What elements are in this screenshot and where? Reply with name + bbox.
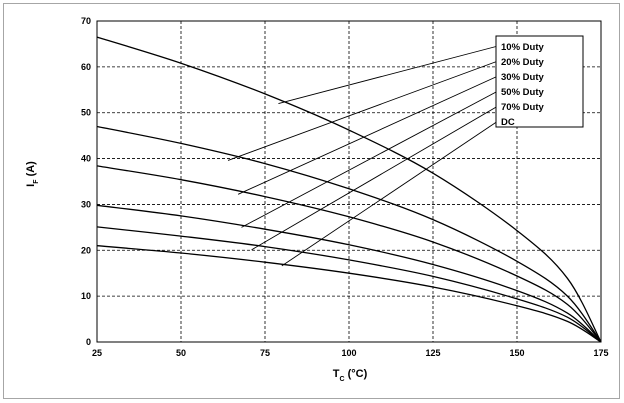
x-tick-label: 75 — [260, 348, 270, 358]
x-tick-label: 25 — [92, 348, 102, 358]
y-tick-label: 60 — [81, 62, 91, 72]
plot-area-border — [96, 20, 602, 343]
legend-leader-line — [227, 60, 499, 161]
series-line — [96, 165, 602, 343]
y-tick-label: 10 — [81, 291, 91, 301]
y-tick-label: 50 — [81, 108, 91, 118]
x-tick-label: 125 — [425, 348, 440, 358]
tick-layer: 25 50 75 100 125 150 175 0 10 20 30 40 50 60 70 — [81, 16, 609, 358]
series-line — [96, 125, 602, 343]
x-tick-label: 175 — [593, 348, 608, 358]
legend-items: 10% Duty 20% Duty 30% Duty 50% Duty 70% Duty… — [501, 42, 544, 128]
legend-leader-line — [281, 120, 499, 267]
y-axis-label: IF (A) — [25, 161, 40, 187]
x-tick-label: 50 — [176, 348, 186, 358]
x-axis-label: TC (°C) — [333, 368, 368, 383]
y-tick-label: 0 — [86, 337, 91, 347]
legend-leader-line — [278, 45, 499, 104]
x-tick-label: 100 — [341, 348, 356, 358]
series-line — [96, 245, 602, 343]
legend-entry: DC — [501, 117, 515, 128]
series-line — [96, 226, 602, 343]
x-tick-label: 150 — [509, 348, 524, 358]
legend-entry: 50% Duty — [501, 87, 544, 98]
leader-layer — [227, 45, 499, 267]
y-tick-label: 40 — [81, 154, 91, 164]
legend-box — [495, 35, 584, 128]
series-layer — [96, 36, 602, 343]
y-tick-label: 30 — [81, 199, 91, 209]
chart-frame: 25 50 75 100 125 150 175 0 10 20 30 40 50 60 70 IF (A)… — [3, 3, 620, 399]
series-line — [96, 36, 602, 343]
legend-leader-line — [241, 90, 499, 228]
series-line — [96, 204, 602, 343]
y-tick-label: 70 — [81, 16, 91, 26]
legend: 10% Duty 20% Duty 30% Duty 50% Duty 70% Duty… — [495, 35, 584, 128]
legend-entry: 70% Duty — [501, 102, 544, 113]
chart-plot: 25 50 75 100 125 150 175 0 10 20 30 40 50 60 70 IF (A)… — [25, 16, 609, 383]
legend-entry: 10% Duty — [501, 42, 544, 53]
legend-leader-line — [251, 105, 499, 251]
legend-leader-line — [237, 75, 499, 195]
y-tick-label: 20 — [81, 245, 91, 255]
legend-entry: 30% Duty — [501, 72, 544, 83]
legend-entry: 20% Duty — [501, 57, 544, 68]
